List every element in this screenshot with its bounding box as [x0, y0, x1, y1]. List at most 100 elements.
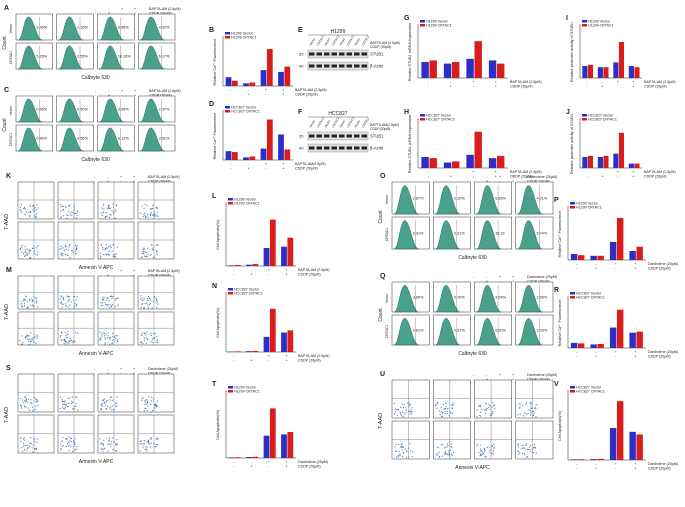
dot-M — [156, 301, 159, 303]
dot-M — [28, 340, 30, 342]
dot-K — [154, 216, 156, 218]
dot-M — [28, 335, 30, 337]
axis-ylabel-R: Relative Ca²⁺ Fluorescence — [558, 300, 562, 347]
dot-U — [397, 456, 400, 458]
dot-S — [100, 448, 102, 450]
dot-U — [444, 407, 446, 410]
dot-S — [37, 438, 39, 440]
dot-U — [517, 451, 519, 453]
dot-U — [522, 444, 525, 446]
treat-sign-N: - — [233, 354, 235, 358]
dot-U — [517, 444, 519, 446]
dot-K — [69, 213, 72, 215]
dot-S — [103, 439, 105, 441]
dot-U — [435, 453, 438, 455]
treat-sign-L: + — [268, 268, 270, 272]
dot-U — [401, 403, 403, 405]
bar-vector-I — [613, 62, 619, 78]
dot-M — [102, 304, 104, 307]
dot-M — [68, 341, 70, 343]
dot-U — [518, 403, 520, 405]
blot-lane-label-E: Vector — [308, 37, 316, 46]
treat-sign-J: + — [617, 170, 619, 174]
dot-U — [530, 414, 532, 416]
dot-K — [115, 256, 117, 258]
dot-S — [34, 396, 36, 399]
dot-U — [396, 414, 398, 417]
dot-S — [74, 443, 76, 446]
dot-S — [63, 403, 65, 405]
dot-M — [70, 301, 72, 303]
dot-K — [36, 204, 38, 206]
histogram-percent-C: 3.69% — [118, 108, 129, 112]
bar-vector-L — [281, 246, 287, 266]
dot-M — [112, 296, 114, 298]
dot-S — [111, 440, 113, 442]
dot-K — [66, 217, 68, 219]
panel-letter-M: M — [6, 267, 12, 274]
treat-sign-T: + — [268, 460, 270, 464]
dot-M — [67, 300, 69, 303]
blot-band-E — [309, 64, 315, 68]
dot-K — [19, 206, 22, 208]
dot-M — [157, 303, 159, 305]
dot-S — [75, 402, 77, 404]
dot-M — [27, 335, 29, 337]
treat-sign-M: - — [120, 274, 122, 278]
dot-S — [23, 401, 25, 404]
dot-K — [28, 257, 31, 259]
axis-ylabel-M: 7-AAD — [4, 304, 10, 320]
dot-K — [60, 252, 62, 254]
dot-S — [30, 399, 32, 401]
blot-band-F — [324, 146, 330, 150]
dot-K — [104, 253, 106, 255]
dot-M — [100, 304, 102, 307]
dot-U — [436, 401, 438, 404]
dot-K — [154, 214, 156, 217]
dot-M — [65, 343, 67, 345]
dot-S — [74, 405, 76, 408]
dot-M — [101, 302, 104, 304]
dot-K — [143, 251, 146, 253]
dot-U — [402, 455, 404, 458]
dot-K — [144, 203, 146, 205]
dot-U — [528, 448, 530, 451]
dot-M — [74, 303, 76, 305]
treat-label-B: BAPTA-AM (2.5μM) — [295, 88, 327, 92]
dot-M — [148, 304, 151, 306]
legend-label-vector-H: HCC827 Vector — [426, 113, 452, 117]
dot-K — [67, 254, 69, 256]
dot-M — [148, 297, 150, 299]
dot-S — [112, 437, 114, 439]
dot-S — [115, 443, 117, 445]
dot-U — [530, 408, 532, 410]
bar-vector-L — [246, 264, 252, 266]
dot-K — [140, 256, 142, 259]
dotplot-frame-S — [97, 373, 135, 413]
treat-sign-M: - — [107, 269, 109, 273]
dot-M — [35, 301, 38, 303]
dot-K — [102, 254, 104, 256]
dot-U — [410, 450, 412, 452]
dot-K — [33, 210, 35, 213]
dot-K — [35, 253, 37, 256]
dot-U — [405, 450, 407, 452]
dot-S — [59, 407, 61, 410]
dot-U — [444, 410, 446, 413]
dot-U — [518, 452, 521, 454]
bar-crtac1-T — [252, 456, 259, 458]
row-label-A: CRTAC1 — [9, 51, 13, 64]
dot-U — [522, 404, 524, 406]
dot-M — [103, 296, 105, 298]
panel-letter-V: V — [554, 381, 559, 388]
dot-K — [107, 205, 110, 207]
dot-K — [19, 208, 21, 211]
dot-K — [147, 216, 149, 218]
dot-K — [73, 216, 75, 218]
legend-swatch-vector-L — [228, 198, 233, 201]
dot-M — [143, 297, 145, 299]
treat-sign-T: + — [250, 465, 252, 469]
dot-K — [35, 247, 38, 249]
dot-U — [479, 411, 482, 413]
dot-S — [142, 447, 144, 449]
